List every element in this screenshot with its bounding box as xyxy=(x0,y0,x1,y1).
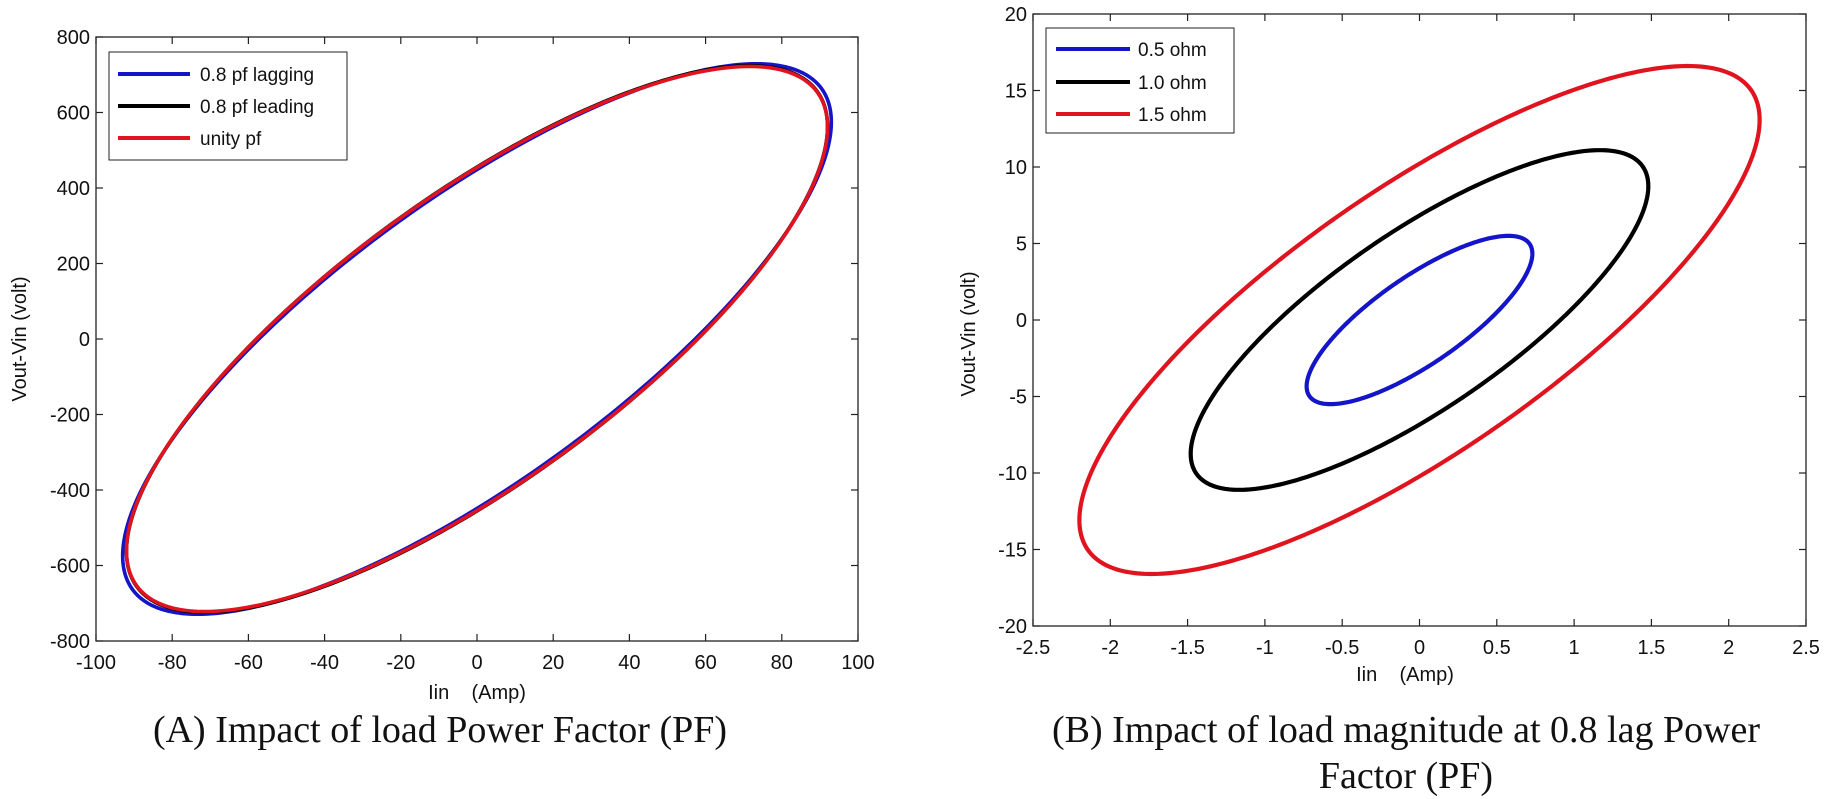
chart-a-plot-area xyxy=(95,36,859,642)
chart-a-legend-label-0: 0.8 pf lagging xyxy=(200,65,314,86)
chart-a-y-tick-label: -800 xyxy=(50,631,90,653)
chart-b-y-tick-label: 15 xyxy=(1005,81,1027,103)
chart-b-x-tick-label: -2 xyxy=(1101,637,1119,659)
chart-b-y-tick-labels: -20 -15 -10 -5 0 5 10 15 20 xyxy=(998,4,1027,638)
chart-a-x-tick-label: 20 xyxy=(542,652,564,674)
chart-b-x-tick-label: -1.5 xyxy=(1170,637,1204,659)
chart-a-x-tick-label: -40 xyxy=(310,652,339,674)
chart-a-x-tick-label: -100 xyxy=(76,652,116,674)
chart-b-y-tick-label: 0 xyxy=(1016,310,1027,332)
chart-b-x-tick-label: 2.5 xyxy=(1792,637,1820,659)
chart-b-caption-line-2: Factor (PF) xyxy=(1319,755,1493,797)
chart-b-x-tick-labels: -2.5 -2 -1.5 -1 -0.5 0 0.5 1 1.5 2 2.5 xyxy=(1016,637,1820,659)
chart-a-y-tick-label: -600 xyxy=(50,556,90,578)
chart-a-y-axis-label: Vout-Vin (volt) xyxy=(9,276,31,401)
chart-a-y-tick-label: 600 xyxy=(57,103,90,125)
chart-b-series xyxy=(1077,63,1762,577)
chart-b-series-0 xyxy=(1304,233,1535,407)
chart-a-series xyxy=(120,62,834,616)
chart-b-y-tick-label: -20 xyxy=(998,616,1027,638)
chart-b-x-tick-label: -0.5 xyxy=(1325,637,1359,659)
chart-a-x-tick-label: 40 xyxy=(618,652,640,674)
chart-a-caption: (A) Impact of load Power Factor (PF) xyxy=(153,709,727,751)
chart-a-legend: 0.8 pf lagging 0.8 pf leading unity pf xyxy=(108,51,348,161)
chart-b-y-tick-label: -10 xyxy=(998,463,1027,485)
chart-a-y-tick-label: 800 xyxy=(57,27,90,49)
chart-a-legend-label-1: 0.8 pf leading xyxy=(200,97,314,118)
chart-a-x-axis-label: Iin (Amp) xyxy=(428,682,526,704)
chart-b-y-tick-label: -15 xyxy=(998,540,1027,562)
chart-a-x-tick-label: -60 xyxy=(234,652,263,674)
chart-b-legend-label-1: 1.0 ohm xyxy=(1138,73,1207,94)
chart-b-legend-label-2: 1.5 ohm xyxy=(1138,105,1207,126)
chart-a-x-tick-label: 60 xyxy=(694,652,716,674)
chart-b-x-tick-label: -1 xyxy=(1256,637,1274,659)
chart-b-y-tick-label: 5 xyxy=(1016,234,1027,256)
chart-b-legend-label-0: 0.5 ohm xyxy=(1138,40,1207,61)
chart-b-y-axis-label: Vout-Vin (volt) xyxy=(958,271,980,396)
chart-a-legend-label-2: unity pf xyxy=(200,129,262,150)
chart-b-y-tick-label: 10 xyxy=(1005,157,1027,179)
chart-a-x-tick-label: 100 xyxy=(841,652,874,674)
chart-b-x-tick-label: 0.5 xyxy=(1483,637,1511,659)
chart-b-caption-line-1: (B) Impact of load magnitude at 0.8 lag … xyxy=(1052,709,1760,751)
chart-a-y-tick-labels: -800 -600 -400 -200 0 200 400 600 800 xyxy=(50,27,90,653)
chart-a-x-tick-label: -80 xyxy=(158,652,187,674)
chart-b-series-1 xyxy=(1188,148,1651,492)
chart-b-x-tick-label: 2 xyxy=(1723,637,1734,659)
chart-b-y-tick-label: -5 xyxy=(1009,387,1027,409)
chart-a-x-tick-label: -20 xyxy=(386,652,415,674)
chart-b-x-tick-label: 1.5 xyxy=(1637,637,1665,659)
chart-a-y-tick-label: 400 xyxy=(57,178,90,200)
chart-b: -2.5 -2 -1.5 -1 -0.5 0 0.5 1 1.5 2 2.5 -20 -15 -10 -5… xyxy=(958,4,1820,797)
chart-a-y-tick-label: 0 xyxy=(79,329,90,351)
chart-a: -100 -80 -60 -40 -20 0 20 40 60 80 100 -800-600-40… xyxy=(9,27,875,751)
chart-b-x-tick-label: -2.5 xyxy=(1016,637,1050,659)
chart-a-x-tick-labels: -100 -80 -60 -40 -20 0 20 40 60 80 100 xyxy=(76,652,875,674)
chart-b-x-tick-label: 0 xyxy=(1414,637,1425,659)
chart-a-y-tick-label: -200 xyxy=(50,405,90,427)
chart-b-x-axis-label: Iin (Amp) xyxy=(1356,664,1454,686)
chart-a-x-tick-label: 0 xyxy=(471,652,482,674)
chart-b-x-tick-label: 1 xyxy=(1569,637,1580,659)
chart-a-y-tick-label: 200 xyxy=(57,254,90,276)
chart-a-x-tick-label: 80 xyxy=(771,652,793,674)
chart-b-series-2 xyxy=(1077,63,1762,577)
chart-b-plot-area xyxy=(1032,13,1807,627)
chart-b-legend: 0.5 ohm 1.0 ohm 1.5 ohm xyxy=(1045,27,1235,134)
chart-a-y-tick-label: -400 xyxy=(50,480,90,502)
chart-a-series-2 xyxy=(124,64,830,614)
chart-b-y-tick-label: 20 xyxy=(1005,4,1027,26)
